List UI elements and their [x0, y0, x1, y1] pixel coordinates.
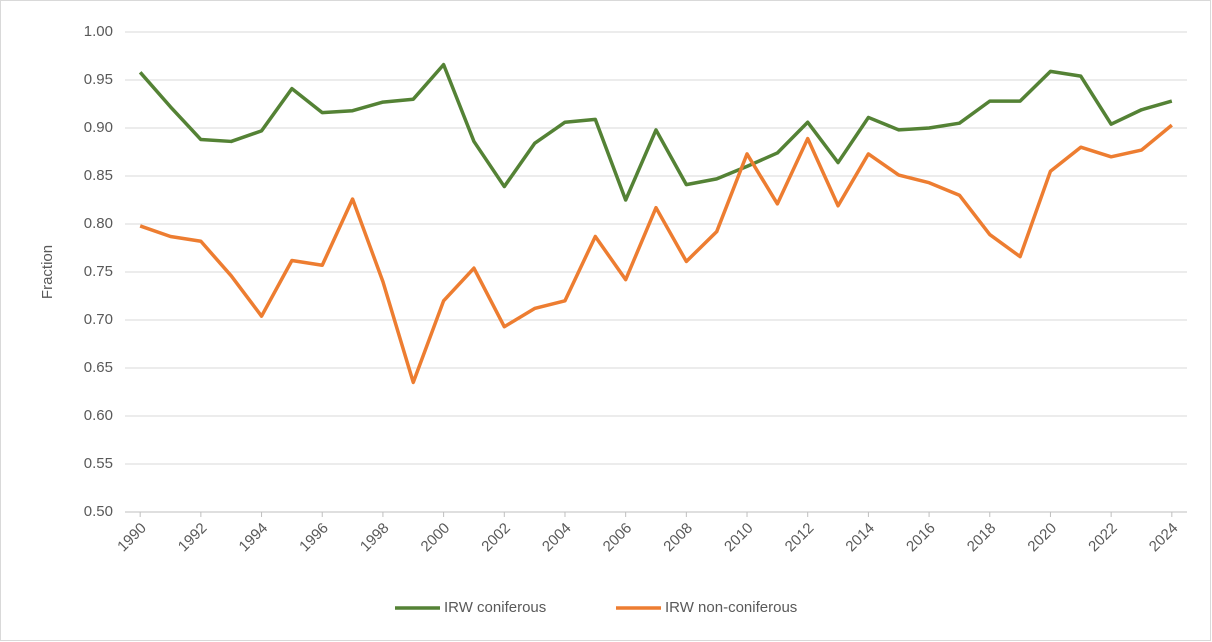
legend-label: IRW non-coniferous	[665, 599, 797, 616]
y-tick-label: 0.95	[84, 71, 113, 88]
y-tick-label: 1.00	[84, 23, 113, 40]
y-tick-label: 0.80	[84, 215, 113, 232]
series-line	[139, 123, 1173, 385]
legend-label: IRW coniferous	[444, 599, 546, 616]
y-tick-label: 0.85	[84, 167, 113, 184]
y-tick-label: 0.75	[84, 263, 113, 280]
y-axis-label: Fraction	[39, 245, 56, 299]
y-tick-label: 0.65	[84, 359, 113, 376]
y-tick-label: 0.90	[84, 119, 113, 136]
y-tick-label: 0.70	[84, 311, 113, 328]
y-tick-label: 0.50	[84, 503, 113, 520]
y-tick-label: 0.55	[84, 455, 113, 472]
series-line	[138, 62, 1173, 202]
y-tick-label: 0.60	[84, 407, 113, 424]
